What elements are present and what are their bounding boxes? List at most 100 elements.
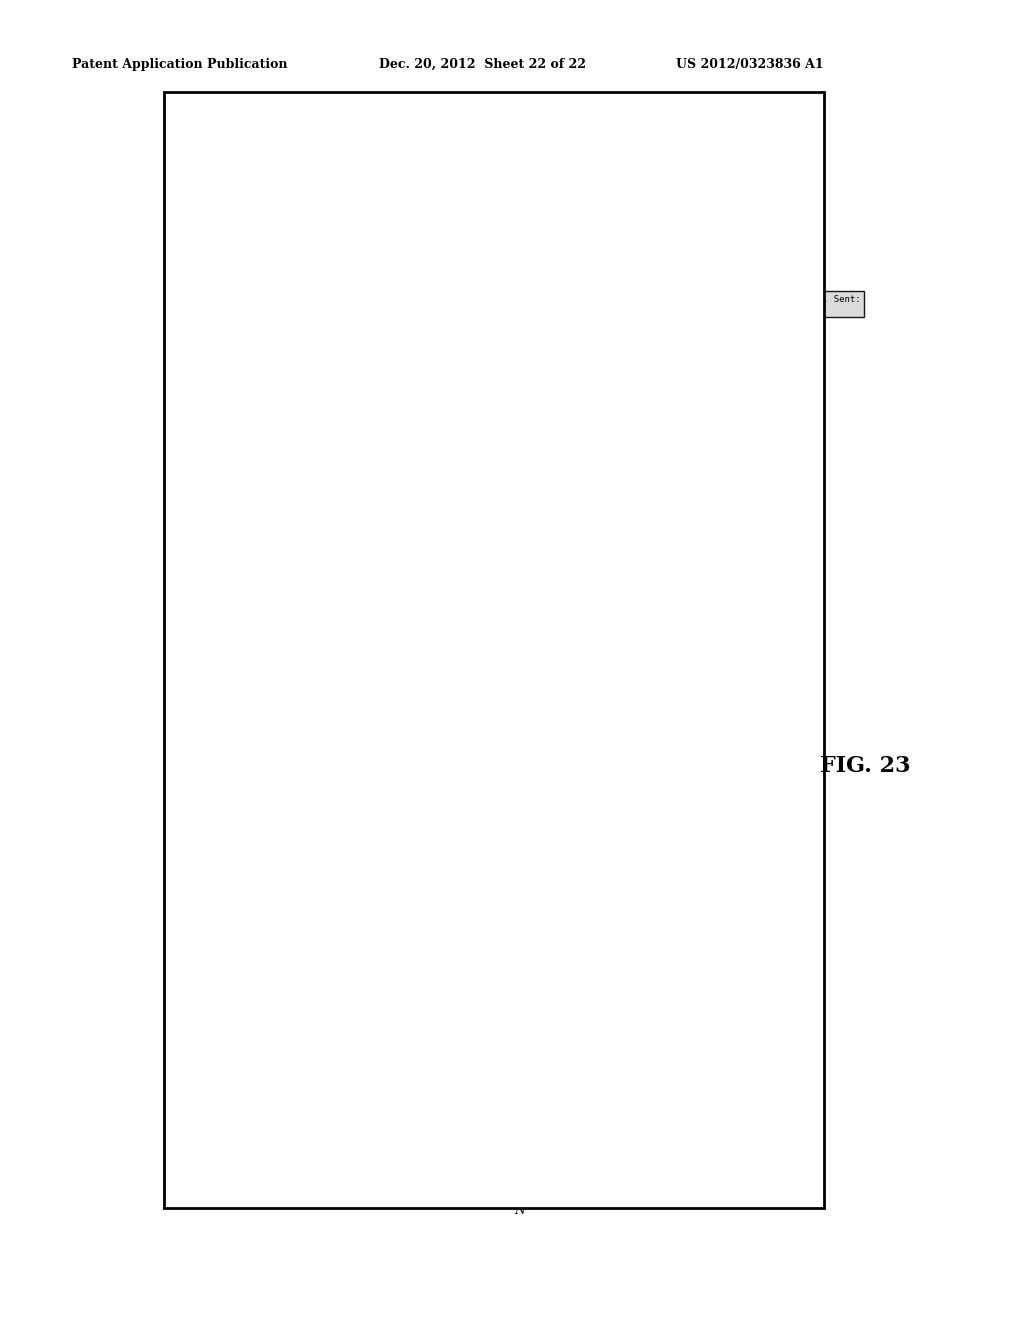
Text: Dec. 20, 2012  Sheet 22 of 22: Dec. 20, 2012 Sheet 22 of 22 <box>379 58 586 71</box>
Point <box>429 348 445 370</box>
Point <box>412 294 428 315</box>
Point <box>420 389 436 411</box>
Point <box>754 1045 770 1067</box>
Point <box>450 355 466 376</box>
Point <box>424 281 440 302</box>
Point <box>418 326 434 347</box>
Point <box>417 396 433 417</box>
Point <box>440 358 457 379</box>
Point <box>439 420 456 441</box>
Point <box>444 235 461 256</box>
Point <box>422 405 438 426</box>
Point <box>435 412 452 433</box>
Point <box>456 259 472 280</box>
Point <box>441 260 458 281</box>
Point <box>439 333 456 354</box>
Point <box>562 1045 579 1067</box>
Point <box>250 913 266 935</box>
Point <box>727 1045 743 1067</box>
Point <box>256 979 272 1001</box>
Point <box>427 224 443 246</box>
Point <box>418 362 434 383</box>
Point <box>419 383 435 404</box>
Point <box>469 1045 485 1067</box>
Point <box>384 979 400 1001</box>
Point <box>435 358 452 379</box>
Point <box>439 403 456 424</box>
Point <box>422 359 438 380</box>
Point <box>435 355 452 376</box>
Point <box>382 1045 398 1067</box>
Point <box>434 354 451 375</box>
Point <box>540 1045 556 1067</box>
Point <box>442 376 459 397</box>
Point <box>416 312 432 333</box>
Point <box>416 359 432 380</box>
Point <box>447 314 464 335</box>
Point <box>415 244 431 265</box>
Point <box>414 294 430 315</box>
Point <box>424 227 440 248</box>
Point <box>455 1045 471 1067</box>
Point <box>426 220 442 242</box>
Point <box>554 1045 570 1067</box>
Point <box>457 267 473 288</box>
Point <box>436 322 453 343</box>
Text: 1=365445: ALL: 1=365445: ALL <box>239 801 298 809</box>
Point <box>420 416 436 437</box>
Point <box>414 236 430 257</box>
Point <box>444 385 461 407</box>
Point <box>447 247 464 268</box>
Point <box>441 227 458 248</box>
Point <box>432 271 449 292</box>
Point <box>446 333 463 354</box>
Point <box>417 331 433 352</box>
Point <box>721 913 737 935</box>
Point <box>445 308 462 329</box>
Point <box>433 257 450 279</box>
Point <box>272 979 289 1001</box>
Point <box>427 383 443 404</box>
Point <box>434 401 451 422</box>
Point <box>430 251 446 272</box>
Point <box>250 1045 266 1067</box>
Point <box>429 244 445 265</box>
Point <box>451 1045 467 1067</box>
Point <box>455 395 471 416</box>
Point <box>453 293 469 314</box>
Point <box>437 269 454 290</box>
Point <box>239 1045 255 1067</box>
Point <box>449 400 465 421</box>
Point <box>453 364 469 385</box>
Text: [TCP]: Done with ack flood to IP: 64.125.xxx.xxx. Sent:
6229327 packet(s) @ 3649: [TCP]: Done with ack flood to IP: 64.125… <box>451 293 861 314</box>
Point <box>421 412 437 433</box>
Point <box>447 425 464 446</box>
Point <box>442 363 459 384</box>
Point <box>422 330 438 351</box>
Point <box>417 362 433 383</box>
Point <box>444 249 461 271</box>
Point <box>453 418 469 440</box>
Point <box>452 371 468 392</box>
Point <box>413 392 429 413</box>
Point <box>304 1045 321 1067</box>
Point <box>450 352 466 374</box>
Y-axis label: PAT scan TO: PAT scan TO <box>196 644 205 702</box>
Point <box>421 218 437 239</box>
Point <box>241 979 257 1001</box>
Point <box>438 318 455 339</box>
Point <box>425 385 441 407</box>
Point <box>413 413 429 434</box>
Point <box>428 355 444 376</box>
Point <box>412 218 428 239</box>
Point <box>455 319 471 341</box>
Point <box>451 272 467 293</box>
Point <box>437 259 454 280</box>
Point <box>454 227 470 248</box>
Point <box>423 400 439 421</box>
Point <box>413 392 429 413</box>
Point <box>580 1045 596 1067</box>
Point <box>455 210 471 231</box>
Point <box>419 313 435 334</box>
Point <box>449 378 465 399</box>
